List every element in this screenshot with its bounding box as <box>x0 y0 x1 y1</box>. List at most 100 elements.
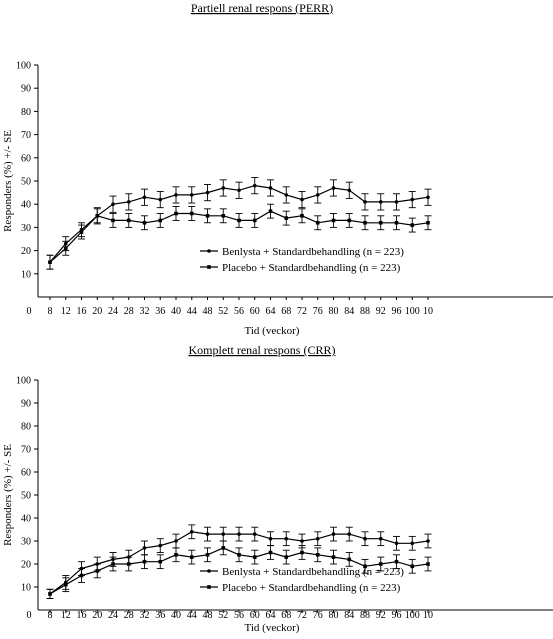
data-point <box>410 197 415 202</box>
data-point <box>142 220 147 225</box>
data-point <box>268 550 273 555</box>
data-point <box>205 190 210 195</box>
data-point <box>363 564 367 569</box>
data-point <box>378 536 383 541</box>
x-tick-label: 60 <box>250 306 260 317</box>
y-tick-label: 30 <box>21 537 31 548</box>
legend-marker <box>207 585 211 589</box>
data-point <box>142 195 147 200</box>
chart-title: Komplett renal respons (CRR) <box>189 343 336 357</box>
x-origin-label: 0 <box>27 610 32 621</box>
data-point <box>363 220 367 225</box>
x-axis-label: Tid (veckor) <box>245 622 300 634</box>
data-point <box>158 543 163 548</box>
x-tick-label: 60 <box>250 610 260 621</box>
data-point <box>315 553 320 557</box>
x-tick-label: 20 <box>92 306 102 317</box>
x-tick-label: 76 <box>313 610 323 621</box>
y-tick-label: 40 <box>21 514 31 525</box>
x-tick-label: 92 <box>376 610 386 621</box>
data-point <box>331 218 336 223</box>
data-point <box>410 564 415 569</box>
x-tick-label: 48 <box>203 306 213 317</box>
legend-entry-2: Placebo + Standardbehandling (n = 223) <box>200 582 401 594</box>
data-point <box>237 532 241 536</box>
x-tick-label: 56 <box>234 610 244 621</box>
data-point <box>347 557 352 562</box>
data-point <box>205 214 210 218</box>
x-tick-label: 40 <box>171 610 181 621</box>
data-point <box>300 550 304 555</box>
data-point <box>426 220 430 225</box>
data-point <box>252 218 257 223</box>
data-point <box>205 532 210 536</box>
data-point <box>174 211 178 216</box>
data-point <box>331 532 336 536</box>
x-tick-label: 72 <box>297 306 307 317</box>
x-tick-label: 64 <box>266 610 276 621</box>
data-point <box>174 539 178 543</box>
data-point <box>189 211 194 216</box>
chart-title: Partiell renal respons (PERR) <box>191 1 333 15</box>
x-tick-label: 84 <box>344 306 354 317</box>
x-axis-label: Tid (veckor) <box>245 325 300 337</box>
x-tick-label: 100 <box>405 610 420 621</box>
x-tick-label: 24 <box>108 306 118 317</box>
data-point <box>111 202 115 206</box>
data-point <box>378 220 383 225</box>
x-tick-label: 96 <box>392 306 402 317</box>
chart-2: Komplett renal respons (CRR) 10 20 30 40 50 60… <box>2 343 553 634</box>
data-point <box>378 200 383 204</box>
data-point <box>174 553 178 557</box>
data-point <box>252 555 257 559</box>
data-point <box>284 536 289 541</box>
data-point <box>394 200 399 204</box>
data-point <box>221 214 226 218</box>
y-tick-label: 50 <box>21 177 31 188</box>
x-tick-label: 72 <box>297 610 307 621</box>
data-point <box>268 209 273 213</box>
x-tick-label: 10 <box>423 610 433 621</box>
data-point <box>347 532 352 536</box>
legend-label: Placebo + Standardbehandling (n = 223) <box>222 262 401 274</box>
data-point <box>300 539 304 543</box>
x-tick-label: 52 <box>218 610 228 621</box>
legend-marker <box>207 265 211 269</box>
x-tick-label: 44 <box>187 306 197 317</box>
data-point <box>221 532 226 536</box>
x-tick-label: 52 <box>218 306 228 317</box>
legend-marker <box>207 569 211 573</box>
data-point <box>300 214 304 218</box>
y-tick-label: 10 <box>21 583 31 594</box>
data-point <box>284 555 289 559</box>
data-point <box>221 546 226 550</box>
x-tick-label: 68 <box>281 610 291 621</box>
legend-entry-1: Benlysta + Standardbehandling (n = 223) <box>200 566 404 578</box>
data-point <box>205 553 210 557</box>
x-tick-label: 28 <box>124 610 134 621</box>
x-tick-label: 40 <box>171 306 181 317</box>
y-tick-label: 80 <box>21 422 31 433</box>
data-point <box>142 559 147 564</box>
data-point <box>63 246 68 251</box>
data-point <box>174 193 178 197</box>
data-point <box>237 188 241 193</box>
y-tick-label: 90 <box>21 399 31 410</box>
data-point <box>410 223 415 227</box>
data-point <box>111 218 115 223</box>
y-tick-label: 70 <box>21 445 31 456</box>
data-point <box>221 186 226 190</box>
x-tick-label: 48 <box>203 610 213 621</box>
data-point <box>252 532 257 536</box>
x-tick-label: 8 <box>48 610 53 621</box>
data-point <box>79 573 84 578</box>
series-2 <box>46 540 432 599</box>
data-point <box>363 200 367 204</box>
data-point <box>189 555 194 559</box>
x-tick-label: 16 <box>77 610 87 621</box>
y-tick-label: 90 <box>21 84 31 95</box>
data-point <box>189 193 194 197</box>
x-tick-label: 100 <box>405 306 420 317</box>
y-tick-label: 20 <box>21 560 31 571</box>
